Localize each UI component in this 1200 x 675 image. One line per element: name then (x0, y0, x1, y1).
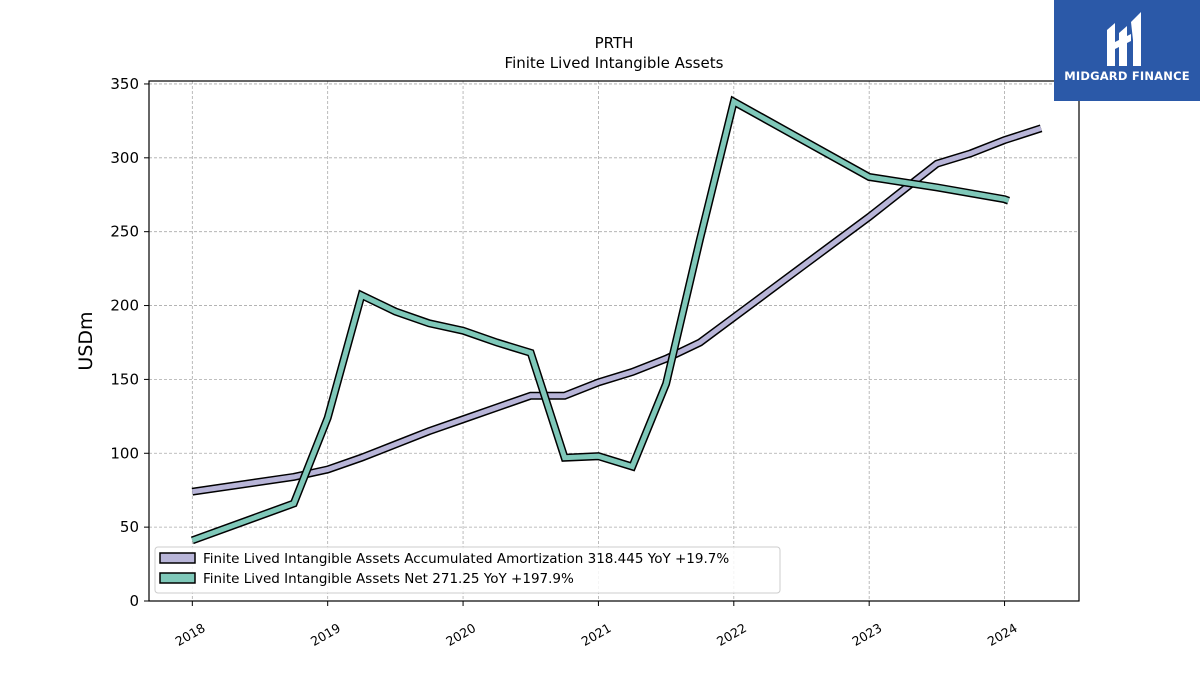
y-tick-label: 200 (110, 297, 139, 315)
midgard-logo-icon (1107, 12, 1141, 66)
legend-box (154, 546, 781, 594)
x-axis: 2018 2019 2020 2021 2022 2023 2024 (173, 601, 1020, 649)
legend: Finite Lived Intangible Assets Accumulat… (154, 546, 781, 594)
y-tick-label: 300 (110, 149, 139, 167)
series-line-2 (191, 97, 1010, 543)
legend-swatch-2 (159, 572, 196, 584)
x-tick-label: 2019 (308, 620, 343, 649)
y-tick-label: 250 (110, 223, 139, 241)
grid (149, 81, 1079, 601)
y-tick-label: 100 (110, 444, 139, 462)
legend-label-1: Finite Lived Intangible Assets Accumulat… (203, 551, 729, 567)
y-tick-label: 350 (110, 75, 139, 93)
y-axis: 0 50 100 150 200 250 300 350 (110, 75, 149, 610)
x-tick-label: 2021 (579, 620, 614, 649)
chart-title: PRTH (595, 34, 634, 52)
y-axis-label: USDm (75, 311, 97, 370)
x-tick-label: 2023 (849, 620, 884, 649)
x-tick-label: 2020 (443, 620, 478, 649)
y-tick-label: 50 (120, 518, 139, 536)
x-tick-label: 2024 (985, 620, 1020, 649)
logo-text: MIDGARD FINANCE (1064, 69, 1190, 83)
chart-subtitle: Finite Lived Intangible Assets (505, 54, 724, 72)
plot-frame (148, 80, 1080, 602)
midgard-logo: MIDGARD FINANCE (1054, 0, 1200, 101)
x-tick-label: 2022 (714, 620, 749, 649)
x-tick-label: 2018 (173, 620, 208, 649)
y-tick-label: 0 (129, 592, 139, 610)
legend-label-2: Finite Lived Intangible Assets Net 271.2… (203, 571, 574, 587)
legend-swatch-1 (159, 552, 196, 564)
y-tick-label: 150 (110, 370, 139, 388)
series-layer (190, 95, 1043, 545)
